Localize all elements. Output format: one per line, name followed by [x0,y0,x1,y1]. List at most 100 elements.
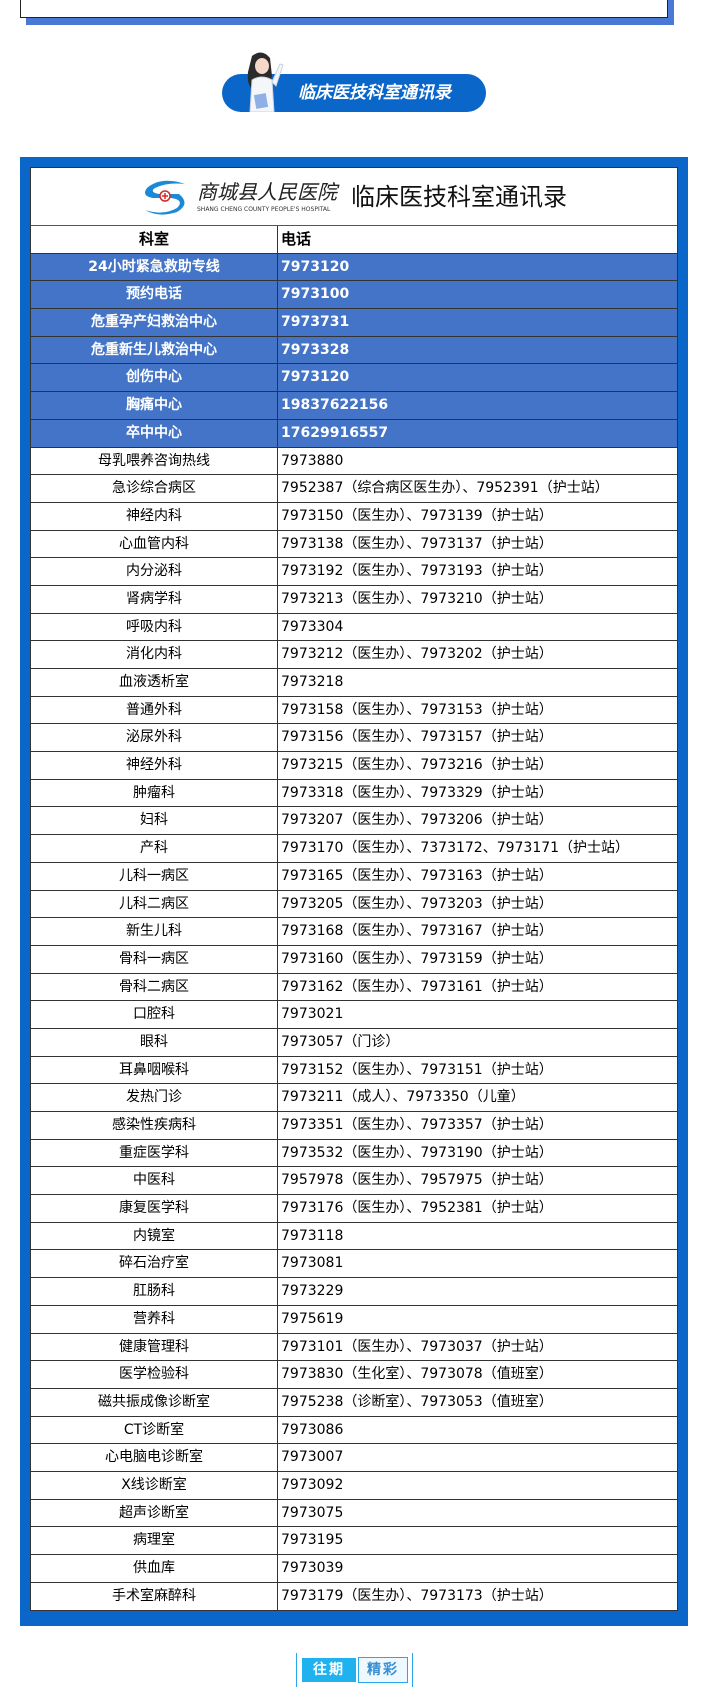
department-cell: 病理室 [31,1527,278,1554]
table-row: 重症医学科 7973532（医生办）、7973190（护士站） [31,1139,677,1168]
phone-cell: 7973120 [281,258,350,275]
past-highlights-footer[interactable]: 往期 精彩 [296,1653,416,1687]
phone-cell: 7973118 [281,1227,344,1244]
table-row: 中医科 7957978（医生办）、7957975（护士站） [31,1167,677,1196]
phone-cell: 7973075 [281,1504,344,1521]
table-row: 发热门诊 7973211（成人）、7973350（儿童） [31,1084,677,1112]
footer-highlights-label[interactable]: 精彩 [358,1657,408,1683]
department-cell: 内分泌科 [31,558,278,585]
department-cell: 供血库 [31,1555,278,1582]
phone-cell: 7973304 [281,618,344,635]
department-cell: 产科 [31,835,278,862]
department-cell: 肛肠科 [31,1278,278,1305]
department-cell: 胸痛中心 [31,392,278,419]
table-row: 急诊综合病区 7952387（综合病区医生办）、7952391（护士站） [31,475,677,503]
department-cell: CT诊断室 [31,1416,278,1444]
table-row: 超声诊断室 7973075 [31,1499,677,1528]
department-cell: 手术室麻醉科 [31,1582,278,1611]
department-cell: 超声诊断室 [31,1499,278,1527]
phone-cell: 7973162（医生办）、7973161（护士站） [281,978,553,995]
table-row: 眼科 7973057（门诊） [31,1028,677,1057]
phone-cell: 7973351（医生办）、7973357（护士站） [281,1117,553,1133]
phone-cell: 7973192（医生办）、7973193（护士站） [281,563,553,580]
department-cell: 营养科 [31,1305,278,1333]
department-cell: 心血管内科 [31,530,278,558]
phone-cell: 7952387（综合病区医生办）、7952391（护士站） [281,480,609,497]
table-row: 医学检验科 7973830（生化室）、7973078（值班室） [31,1361,677,1389]
phone-cell: 7973218 [281,674,344,690]
department-cell: 口腔科 [31,1001,278,1028]
table-row: 肾病学科 7973213（医生办）、7973210（护士站） [31,585,677,614]
phone-cell: 7973100 [281,286,350,303]
phone-cell: 7973138（医生办）、7973137（护士站） [281,535,553,552]
table-row: 营养科 7975619 [31,1305,677,1334]
hospital-logo-text: 商城县人民医院 [197,179,337,204]
phone-cell: 17629916557 [281,424,389,441]
table-row: 健康管理科 7973101（医生办）、7973037（护士站） [31,1333,677,1362]
table-row: 感染性疾病科 7973351（医生办）、7973357（护士站） [31,1112,677,1140]
table-row: 骨科二病区 7973162（医生办）、7973161（护士站） [31,973,677,1002]
table-row: 骨科一病区 7973160（医生办）、7973159（护士站） [31,945,677,974]
phone-cell: 7973830（生化室）、7973078（值班室） [281,1366,553,1383]
doctor-illustration-icon [247,52,284,112]
department-cell: 危重孕产妇救治中心 [31,309,278,336]
department-cell: 普通外科 [31,696,278,724]
table-row: 康复医学科 7973176（医生办）、7952381（护士站） [31,1195,677,1223]
badge-title: 临床医技科室通讯录 [298,83,451,103]
table-row: 手术室麻醉科 7973179（医生办）、7973173（护士站） [31,1582,677,1611]
highlight-row: 危重新生儿救治中心 7973328 [31,336,677,365]
department-cell: 儿科一病区 [31,862,278,890]
table-row: 血液透析室 7973218 [31,669,677,697]
phone-cell: 7973057（门诊） [281,1033,400,1050]
phone-cell: 7973156（医生办）、7973157（护士站） [281,729,553,746]
footer-past-label[interactable]: 往期 [302,1658,356,1682]
table-row: 母乳喂养咨询热线 7973880 [31,447,677,476]
phone-cell: 7973150（医生办）、7973139（护士站） [281,507,553,524]
department-cell: 骨科二病区 [31,973,278,1001]
table-row: 产科 7973170（医生办）、7373172、7973171（护士站） [31,835,677,863]
department-cell: 感染性疾病科 [31,1112,278,1139]
phone-cell: 7973158（医生办）、7973153（护士站） [281,701,553,718]
department-cell: 创伤中心 [31,364,278,392]
highlight-row: 危重孕产妇救治中心 7973731 [31,309,677,337]
phone-cell: 7957978（医生办）、7957975（护士站） [281,1172,553,1189]
phone-cell: 7973101（医生办）、7973037（护士站） [281,1338,553,1355]
phone-cell: 7973229 [281,1283,344,1300]
department-cell: 新生儿科 [31,918,278,945]
table-row: 妇科 7973207（医生办）、7973206（护士站） [31,807,677,836]
phone-cell: 7973215（医生办）、7973216（护士站） [281,757,553,774]
phone-cell: 7975619 [281,1310,344,1327]
highlight-row: 卒中中心 17629916557 [31,419,677,448]
table-row: 消化内科 7973212（医生办）、7973202（护士站） [31,641,677,669]
department-cell: 母乳喂养咨询热线 [31,447,278,475]
phone-cell: 7973211（成人）、7973350（儿童） [281,1089,525,1106]
table-row: X线诊断室 7973092 [31,1471,677,1500]
phone-cell: 7973318（医生办）、7973329（护士站） [281,784,553,801]
phone-cell: 7973532（医生办）、7973190（护士站） [281,1144,553,1161]
department-cell: 中医科 [31,1167,278,1195]
department-cell: 碎石治疗室 [31,1250,278,1278]
department-cell: 泌尿外科 [31,724,278,752]
table-row: 儿科一病区 7973165（医生办）、7973163（护士站） [31,862,677,891]
department-cell: 骨科一病区 [31,945,278,973]
phone-cell: 7975238（诊断室）、7973053（值班室） [281,1393,553,1410]
highlight-row: 创伤中心 7973120 [31,364,677,393]
table-row: 肛肠科 7973229 [31,1278,677,1306]
department-cell: 神经外科 [31,752,278,779]
phone-cell: 7973176（医生办）、7952381（护士站） [281,1200,553,1217]
table-row: 儿科二病区 7973205（医生办）、7973203（护士站） [31,890,677,919]
table-row: 内分泌科 7973192（医生办）、7973193（护士站） [31,558,677,586]
phone-cell: 7973039 [281,1560,344,1576]
hospital-logo-icon [145,180,185,215]
phone-cell: 7973207（医生办）、7973206（护士站） [281,812,553,829]
phone-cell: 7973086 [281,1421,344,1438]
hospital-logo-text-group: 商城县人民医院 SHANG CHENG COUNTY PEOPLE'S HOSP… [197,180,337,214]
phone-cell: 7973213（医生办）、7973210（护士站） [281,590,553,607]
highlight-row: 预约电话 7973100 [31,281,677,310]
department-cell: X线诊断室 [31,1471,278,1499]
department-cell: 急诊综合病区 [31,475,278,502]
table-row: 呼吸内科 7973304 [31,613,677,642]
highlight-row: 胸痛中心 19837622156 [31,392,677,420]
table-row: 病理室 7973195 [31,1527,677,1555]
department-cell: 重症医学科 [31,1139,278,1167]
